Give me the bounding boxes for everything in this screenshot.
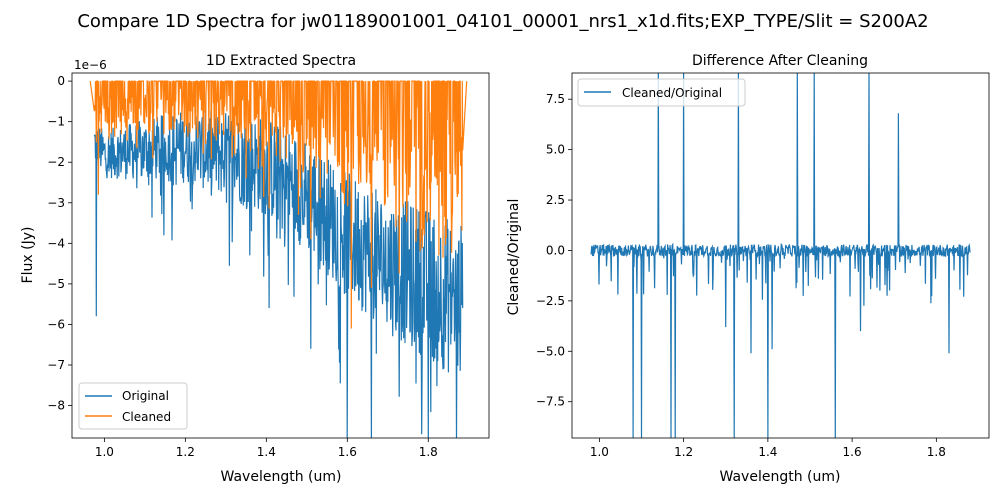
x-tick-label: 1.6 bbox=[843, 445, 862, 459]
left-offset-text: 1e−6 bbox=[74, 58, 107, 72]
legend-label-ratio: Cleaned/Original bbox=[622, 86, 722, 100]
axes-frame bbox=[571, 72, 990, 439]
y-tick-label: −6 bbox=[47, 317, 65, 331]
y-tick-label: −8 bbox=[47, 399, 65, 413]
y-tick-label: −7.5 bbox=[536, 395, 565, 409]
y-tick-label: −3 bbox=[47, 196, 65, 210]
x-tick-label: 1.8 bbox=[927, 445, 946, 459]
left-ylabel: Flux (Jy) bbox=[20, 227, 36, 284]
figure-suptitle: Compare 1D Spectra for jw01189001001_041… bbox=[77, 11, 928, 32]
right-title: Difference After Cleaning bbox=[692, 53, 868, 69]
left-xlabel: Wavelength (um) bbox=[221, 469, 342, 485]
right-xlabel: Wavelength (um) bbox=[720, 469, 841, 485]
y-tick-label: −7 bbox=[47, 358, 65, 372]
legend-label-cleaned: Cleaned bbox=[122, 410, 171, 424]
y-tick-label: −5 bbox=[47, 277, 65, 291]
left-title: 1D Extracted Spectra bbox=[206, 53, 356, 69]
y-tick-label: −2 bbox=[47, 155, 65, 169]
x-tick-label: 1.0 bbox=[590, 445, 609, 459]
x-tick-label: 1.4 bbox=[257, 445, 276, 459]
series-cleaned-line bbox=[89, 80, 468, 329]
x-tick-label: 1.4 bbox=[758, 445, 777, 459]
y-tick-label: −1 bbox=[47, 115, 65, 129]
x-tick-label: 1.6 bbox=[338, 445, 357, 459]
y-tick-label: 5.0 bbox=[546, 143, 565, 157]
series-original-line bbox=[93, 109, 464, 438]
y-tick-label: 2.5 bbox=[546, 193, 565, 207]
y-tick-label: −2.5 bbox=[536, 294, 565, 308]
x-tick-label: 1.2 bbox=[674, 445, 693, 459]
x-tick-label: 1.0 bbox=[95, 445, 114, 459]
right-subplot: Difference After Cleaning 1.0 1.2 1.4 1.6 1.… bbox=[506, 53, 990, 485]
y-tick-label: −4 bbox=[47, 236, 65, 250]
right-ylabel: Cleaned/Original bbox=[506, 199, 522, 316]
left-subplot: 1D Extracted Spectra 1.0 1.2 1.4 1.6 1.8 0 −1… bbox=[20, 53, 490, 485]
left-legend-box bbox=[78, 382, 188, 430]
x-tick-label: 1.8 bbox=[419, 445, 438, 459]
y-tick-label: 7.5 bbox=[546, 92, 565, 106]
y-tick-label: 0.0 bbox=[546, 243, 565, 257]
left-legend: Original Cleaned bbox=[78, 382, 188, 430]
series-ratio-line bbox=[590, 73, 971, 438]
x-tick-label: 1.2 bbox=[176, 445, 195, 459]
right-legend: Cleaned/Original bbox=[577, 78, 746, 107]
axes-frame bbox=[71, 72, 490, 439]
right-legend-box bbox=[577, 78, 746, 107]
y-tick-label: 0 bbox=[57, 74, 65, 88]
legend-label-original: Original bbox=[122, 389, 169, 403]
y-tick-label: −5.0 bbox=[536, 344, 565, 358]
